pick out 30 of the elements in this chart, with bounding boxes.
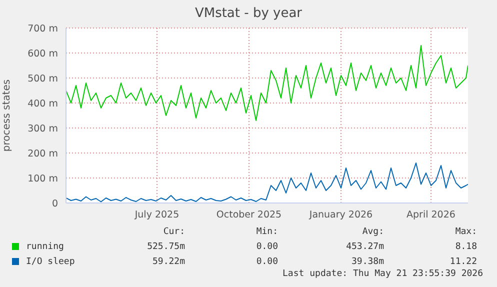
- chart-title: VMstat - by year: [194, 6, 304, 21]
- text: 8.18: [454, 242, 477, 252]
- text: 453.27m: [345, 242, 384, 252]
- legend-label: running: [26, 242, 64, 252]
- legend-label: I/O sleep: [26, 256, 75, 266]
- text: 39.38m: [350, 256, 384, 266]
- y-tick-label: 100 m: [28, 173, 58, 184]
- x-tick-label: October 2025: [216, 210, 282, 221]
- text: Avg:: [361, 226, 384, 236]
- y-tick-label: 200 m: [28, 148, 58, 160]
- text: 0.00: [255, 242, 278, 252]
- text: Cur:: [162, 226, 185, 236]
- text: 11.22: [448, 256, 477, 266]
- x-tick-label: January 2026: [308, 210, 373, 221]
- y-tick-label: 600 m: [28, 48, 58, 60]
- y-tick-label: 500 m: [28, 73, 58, 84]
- line-series: [66, 45, 468, 121]
- x-tick-label: April 2026: [406, 210, 456, 221]
- text: 59.22m: [151, 256, 185, 266]
- text: 0.00: [255, 256, 278, 266]
- y-tick-label: 400 m: [28, 98, 58, 110]
- text: Min:: [255, 226, 278, 236]
- text: 525.75m: [146, 242, 185, 252]
- y-tick-label: 300 m: [28, 123, 58, 134]
- text: Max:: [454, 226, 477, 236]
- y-tick-label: 700 m: [28, 23, 58, 34]
- text: Last update: Thu May 21 23:55:39 2026: [282, 269, 483, 281]
- x-tick-label: July 2025: [134, 210, 180, 221]
- y-tick-label: 0: [52, 198, 58, 210]
- y-axis-title: process states: [2, 79, 13, 152]
